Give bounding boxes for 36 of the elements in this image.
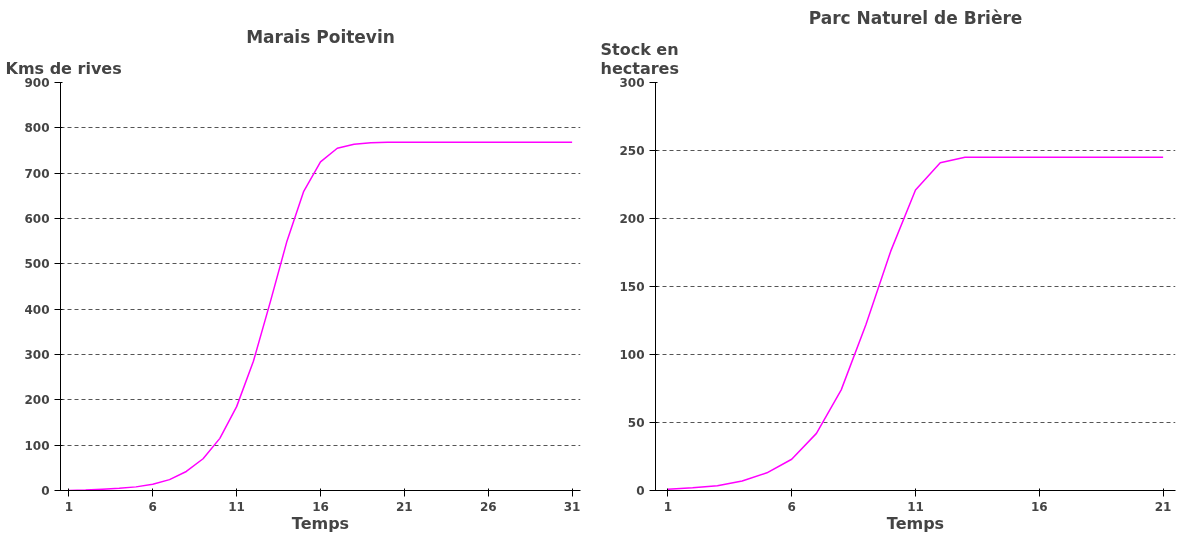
x-tick-label: 26 (479, 499, 497, 514)
y-tick-label: 900 (24, 76, 50, 90)
y-tick-label: 800 (24, 121, 50, 136)
x-tick-label: 6 (148, 499, 157, 514)
y-tick-label: 500 (24, 257, 50, 272)
line-series (667, 156, 1164, 490)
y-tick-label: 300 (619, 76, 645, 90)
y-tick-label: 600 (24, 212, 50, 226)
x-tick-label: 31 (563, 499, 581, 514)
x-tick-label: 21 (396, 499, 413, 514)
y-tick-label: 100 (619, 348, 645, 362)
y-tick-label: 200 (619, 212, 645, 226)
y-tick-label: 200 (24, 393, 50, 408)
x-tick-label: 1 (663, 499, 673, 514)
x-tick-label: 11 (228, 499, 245, 514)
y-tick-label: 0 (636, 484, 645, 498)
y-tick-label: 250 (619, 144, 645, 158)
y-axis-title: Kms de rives (5, 58, 122, 78)
y-tick-label: 0 (41, 484, 50, 498)
x-tick-label: 21 (1154, 499, 1172, 514)
y-axis-title: Stock en hectares (600, 39, 679, 78)
x-tick-label: 6 (787, 499, 796, 514)
x-tick-label: 16 (1030, 499, 1048, 514)
x-axis-title: Temps (291, 513, 350, 533)
x-axis-title: Temps (886, 513, 945, 533)
y-tick-label: 400 (24, 302, 50, 317)
chart-title: Marais Poitevin (246, 26, 395, 47)
y-tick-label: 700 (24, 166, 50, 181)
y-tick-label: 100 (24, 438, 50, 453)
x-tick-label: 16 (312, 499, 329, 514)
y-tick-label: 150 (619, 280, 645, 294)
y-tick-label: 300 (24, 348, 50, 362)
y-tick-label: 50 (627, 416, 645, 430)
x-tick-label: 11 (907, 499, 924, 514)
chart-title: Parc Naturel de Brière (808, 7, 1023, 28)
x-tick-label: 1 (64, 499, 74, 514)
